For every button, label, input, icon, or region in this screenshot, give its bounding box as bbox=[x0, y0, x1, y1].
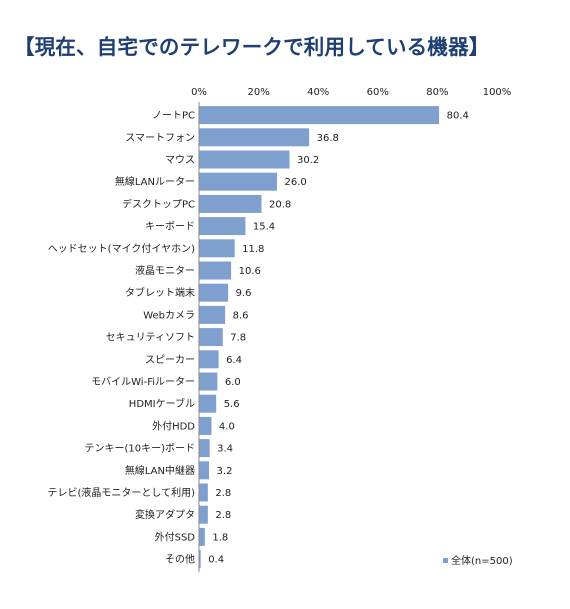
bar bbox=[199, 461, 210, 480]
bar bbox=[199, 394, 217, 413]
category-label: セキュリティソフト bbox=[106, 332, 195, 344]
category-label: 外付SSD bbox=[155, 530, 196, 543]
bar bbox=[199, 150, 290, 169]
category-label: その他 bbox=[165, 553, 195, 566]
bar bbox=[199, 283, 229, 302]
category-label: マウス bbox=[165, 154, 195, 166]
value-label: 11.8 bbox=[242, 244, 264, 255]
x-axis-ticks: 0% 20% 40% 60% 80% 100% bbox=[191, 87, 511, 98]
bar bbox=[199, 305, 226, 324]
category-label: テンキー(10キー)ボード bbox=[84, 443, 195, 455]
bar bbox=[199, 372, 218, 391]
category-label: 変換アダプタ bbox=[135, 508, 195, 521]
value-label: 6.4 bbox=[226, 355, 242, 366]
value-label: 26.0 bbox=[284, 177, 306, 188]
value-label: 2.8 bbox=[215, 488, 231, 499]
legend-swatch bbox=[443, 558, 448, 563]
category-label: ヘッドセット(マイク付イヤホン) bbox=[48, 242, 195, 255]
value-label: 36.8 bbox=[317, 133, 339, 144]
bar bbox=[199, 239, 235, 258]
x-tick-label: 60% bbox=[367, 87, 389, 98]
bar bbox=[199, 106, 440, 125]
bar bbox=[199, 128, 310, 147]
value-label: 3.4 bbox=[217, 444, 233, 455]
value-label: 10.6 bbox=[239, 266, 261, 277]
value-label: 5.6 bbox=[224, 399, 240, 410]
bar bbox=[199, 328, 223, 347]
x-tick-label: 0% bbox=[191, 87, 207, 98]
legend-label: 全体(n=500) bbox=[451, 554, 513, 567]
value-label: 6.0 bbox=[225, 377, 241, 388]
category-label: デスクトップPC bbox=[122, 197, 195, 210]
x-tick-label: 100% bbox=[483, 87, 512, 98]
bars bbox=[199, 106, 440, 569]
category-label: 液晶モニター bbox=[135, 264, 195, 277]
x-tick-label: 40% bbox=[307, 87, 329, 98]
chart-title: 【現在、自宅でのテレワークで利用している機器】 bbox=[14, 35, 490, 59]
bar bbox=[199, 416, 212, 435]
value-label: 30.2 bbox=[297, 155, 319, 166]
bar bbox=[199, 527, 205, 546]
bar bbox=[199, 505, 208, 524]
value-label: 2.8 bbox=[215, 510, 231, 521]
category-label: スピーカー bbox=[145, 354, 195, 366]
value-label: 8.6 bbox=[233, 310, 249, 321]
bar bbox=[199, 172, 277, 191]
value-label: 0.4 bbox=[208, 555, 224, 566]
bar bbox=[199, 217, 246, 236]
category-label: Webカメラ bbox=[143, 309, 195, 321]
bar bbox=[199, 350, 219, 369]
x-tick-label: 20% bbox=[247, 87, 269, 98]
value-label: 3.2 bbox=[217, 466, 233, 477]
legend: 全体(n=500) bbox=[443, 554, 513, 567]
value-label: 7.8 bbox=[230, 333, 246, 344]
value-label: 20.8 bbox=[269, 199, 291, 210]
value-label: 1.8 bbox=[212, 532, 228, 543]
value-label: 80.4 bbox=[447, 111, 469, 122]
category-label: タブレット端末 bbox=[125, 286, 195, 299]
bar bbox=[199, 439, 210, 458]
category-label: 外付HDD bbox=[152, 419, 195, 432]
category-label: 無線LAN中継器 bbox=[125, 464, 195, 477]
value-labels: 80.4 36.8 30.2 26.0 20.8 15.4 11.8 10.6 9.6 8.6 7.… bbox=[208, 111, 469, 566]
bar bbox=[199, 194, 262, 213]
bar bbox=[199, 261, 232, 280]
value-label: 4.0 bbox=[219, 421, 235, 432]
value-label: 9.6 bbox=[236, 288, 252, 299]
category-label: テレビ(液晶モニターとして利用) bbox=[47, 486, 195, 499]
category-label: キーボード bbox=[145, 221, 195, 233]
x-tick-label: 80% bbox=[426, 87, 448, 98]
category-label: 無線LANルーター bbox=[115, 175, 195, 188]
category-label: HDMIケーブル bbox=[129, 397, 195, 410]
category-label: スマートフォン bbox=[125, 133, 195, 144]
value-label: 15.4 bbox=[253, 222, 275, 233]
bar bbox=[199, 483, 208, 502]
bar bbox=[199, 550, 201, 569]
category-label: ノートPC bbox=[152, 111, 195, 122]
category-label: モバイルWi-Fiルーター bbox=[91, 376, 195, 388]
